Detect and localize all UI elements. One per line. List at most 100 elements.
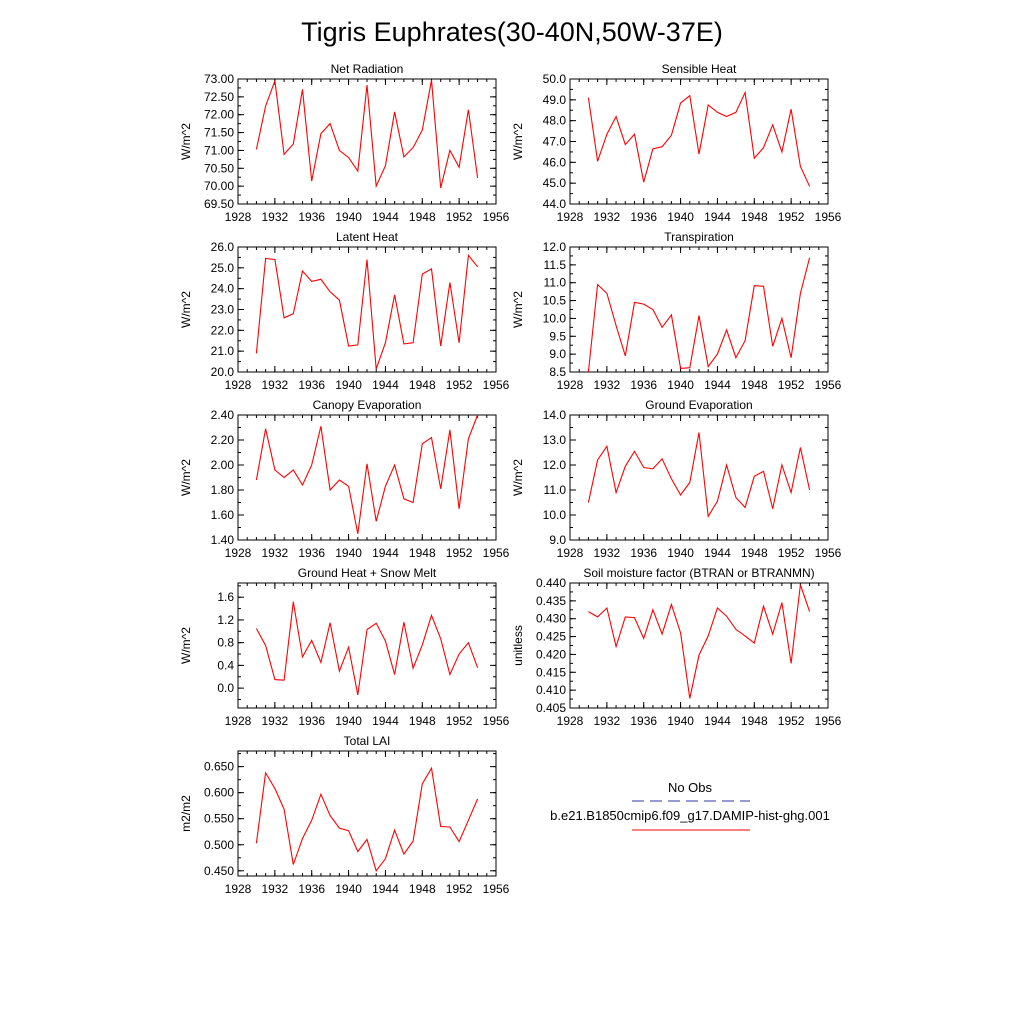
x-tick-label: 1948 bbox=[741, 714, 768, 728]
y-tick-label: 1.40 bbox=[211, 533, 235, 547]
x-tick-label: 1932 bbox=[262, 378, 289, 392]
x-tick-label: 1940 bbox=[667, 378, 694, 392]
x-tick-label: 1940 bbox=[335, 210, 362, 224]
x-tick-label: 1932 bbox=[594, 210, 621, 224]
y-tick-label: 12.0 bbox=[543, 458, 567, 472]
y-tick-label: 0.550 bbox=[204, 812, 234, 826]
y-tick-label: 20.0 bbox=[211, 365, 235, 379]
x-tick-label: 1944 bbox=[704, 378, 731, 392]
x-tick-label: 1928 bbox=[557, 714, 584, 728]
y-tick-label: 0.430 bbox=[536, 612, 566, 626]
panel-title: Net Radiation bbox=[331, 62, 404, 76]
legend-model-label: b.e21.B1850cmip6.f09_g17.DAMIP-hist-ghg.… bbox=[550, 808, 830, 823]
x-tick-label: 1952 bbox=[446, 378, 473, 392]
x-tick-label: 1956 bbox=[483, 210, 510, 224]
y-tick-label: 48.0 bbox=[543, 114, 567, 128]
series-line bbox=[255, 601, 479, 696]
y-tick-label: 26.0 bbox=[211, 240, 235, 254]
y-tick-label: 13.0 bbox=[543, 433, 567, 447]
x-tick-label: 1928 bbox=[557, 378, 584, 392]
x-tick-label: 1928 bbox=[225, 882, 252, 896]
x-tick-label: 1936 bbox=[298, 378, 325, 392]
y-tick-label: 0.425 bbox=[536, 630, 566, 644]
x-tick-label: 1928 bbox=[225, 714, 252, 728]
x-tick-label: 1956 bbox=[483, 714, 510, 728]
y-tick-label: 10.5 bbox=[543, 294, 567, 308]
y-tick-label: 0.435 bbox=[536, 594, 566, 608]
x-tick-label: 1952 bbox=[446, 882, 473, 896]
panel-frame bbox=[569, 246, 829, 373]
y-tick-label: 23.0 bbox=[211, 303, 235, 317]
x-tick-label: 1956 bbox=[483, 882, 510, 896]
panel-7: Soil moisture factor (BTRAN or BTRANMN) u… bbox=[511, 566, 842, 728]
y-tick-label: 2.20 bbox=[211, 433, 235, 447]
y-tick-label: 49.0 bbox=[543, 93, 567, 107]
panel-title: Canopy Evaporation bbox=[313, 398, 422, 412]
x-tick-label: 1948 bbox=[741, 378, 768, 392]
panel-title: Latent Heat bbox=[336, 230, 399, 244]
x-tick-label: 1928 bbox=[557, 546, 584, 560]
y-axis-label: unitless bbox=[511, 625, 525, 666]
panel-title: Total LAI bbox=[344, 734, 391, 748]
y-tick-label: 1.2 bbox=[217, 613, 234, 627]
x-tick-label: 1940 bbox=[335, 882, 362, 896]
y-tick-label: 2.00 bbox=[211, 458, 235, 472]
x-tick-label: 1944 bbox=[372, 378, 399, 392]
x-tick-label: 1952 bbox=[446, 546, 473, 560]
x-tick-label: 1932 bbox=[262, 882, 289, 896]
x-tick-label: 1940 bbox=[335, 378, 362, 392]
series-line bbox=[255, 80, 479, 189]
y-tick-label: 47.0 bbox=[543, 135, 567, 149]
y-tick-label: 11.0 bbox=[544, 483, 567, 497]
y-tick-label: 21.0 bbox=[211, 344, 235, 358]
x-tick-label: 1940 bbox=[667, 714, 694, 728]
panel-1: Sensible Heat W/m^2 44.0 45.0 46.0 47.0 48.0 49… bbox=[511, 62, 842, 224]
x-tick-label: 1940 bbox=[335, 714, 362, 728]
x-tick-label: 1956 bbox=[483, 378, 510, 392]
x-tick-label: 1948 bbox=[409, 882, 436, 896]
x-tick-label: 1956 bbox=[815, 546, 842, 560]
y-tick-label: 2.40 bbox=[211, 408, 235, 422]
y-tick-label: 46.0 bbox=[543, 155, 567, 169]
x-tick-label: 1956 bbox=[483, 546, 510, 560]
x-tick-label: 1932 bbox=[594, 546, 621, 560]
legend-obs-label: No Obs bbox=[668, 780, 713, 795]
y-tick-label: 0.8 bbox=[217, 636, 234, 650]
y-tick-label: 70.00 bbox=[204, 179, 234, 193]
x-tick-label: 1928 bbox=[225, 210, 252, 224]
y-tick-label: 0.500 bbox=[204, 838, 234, 852]
x-tick-label: 1948 bbox=[409, 546, 436, 560]
panel-0: Net Radiation W/m^2 69.50 70.00 70.50 71.00 71… bbox=[179, 62, 510, 224]
y-tick-label: 12.0 bbox=[543, 240, 567, 254]
x-tick-label: 1928 bbox=[225, 378, 252, 392]
y-tick-label: 0.410 bbox=[536, 683, 566, 697]
x-tick-label: 1936 bbox=[298, 210, 325, 224]
x-tick-label: 1936 bbox=[630, 546, 657, 560]
x-tick-label: 1944 bbox=[704, 210, 731, 224]
y-tick-label: 22.0 bbox=[211, 323, 235, 337]
x-tick-label: 1944 bbox=[704, 714, 731, 728]
x-tick-label: 1952 bbox=[446, 210, 473, 224]
x-tick-label: 1936 bbox=[298, 714, 325, 728]
panel-title: Ground Evaporation bbox=[645, 398, 752, 412]
y-axis-label: W/m^2 bbox=[179, 459, 193, 496]
x-tick-label: 1932 bbox=[594, 378, 621, 392]
x-tick-label: 1952 bbox=[778, 210, 805, 224]
y-tick-label: 10.0 bbox=[543, 508, 567, 522]
y-tick-label: 11.0 bbox=[544, 276, 567, 290]
y-tick-label: 0.0 bbox=[217, 681, 234, 695]
x-tick-label: 1936 bbox=[630, 210, 657, 224]
panel-title: Ground Heat + Snow Melt bbox=[298, 566, 437, 580]
y-tick-label: 9.0 bbox=[549, 347, 566, 361]
panel-frame bbox=[569, 582, 829, 709]
y-tick-label: 1.80 bbox=[211, 483, 235, 497]
series-line bbox=[587, 432, 811, 518]
y-tick-label: 50.0 bbox=[543, 72, 567, 86]
panel-title: Sensible Heat bbox=[662, 62, 737, 76]
x-tick-label: 1936 bbox=[630, 714, 657, 728]
x-tick-label: 1948 bbox=[409, 714, 436, 728]
x-tick-label: 1940 bbox=[667, 546, 694, 560]
y-axis-label: W/m^2 bbox=[179, 291, 193, 328]
y-tick-label: 11.5 bbox=[544, 258, 567, 272]
